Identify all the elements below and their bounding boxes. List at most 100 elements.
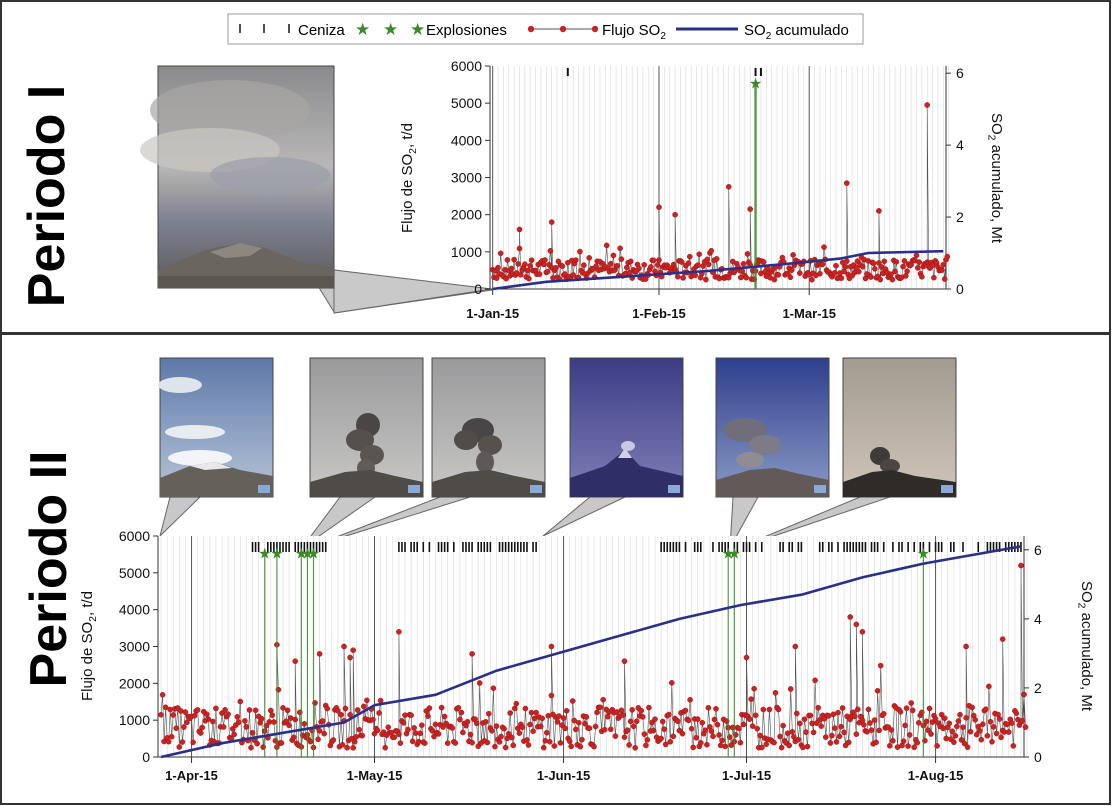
flux-point: [409, 738, 416, 745]
explosion-star: ★: [917, 545, 930, 563]
flux-point: [737, 739, 744, 746]
flux-point: [833, 739, 840, 745]
flux-point: [852, 713, 858, 720]
explosion-markers: ★: [749, 75, 762, 289]
flux-point: [871, 717, 878, 723]
legend-acumulado: SO2 acumulado: [744, 22, 849, 42]
flux-point: [924, 102, 931, 108]
flux-point: [642, 276, 649, 282]
y2-tick-label: 2: [956, 209, 964, 225]
flux-point: [772, 690, 779, 696]
flux-point: [648, 264, 654, 270]
explosion-star: ★: [301, 545, 314, 563]
flux-point: [490, 685, 497, 692]
legend-explosion-marker: ★ ★ ★: [355, 20, 425, 40]
flux-point: [868, 274, 874, 280]
flux-point: [1009, 720, 1015, 726]
callout-photo-1: [159, 496, 202, 538]
flux-point: [316, 728, 323, 734]
y-tick-label: 3000: [119, 639, 150, 655]
flux-point: [432, 721, 439, 728]
flux-point: [278, 740, 285, 746]
flux-point: [990, 724, 997, 730]
flux-point: [242, 718, 248, 724]
flux-point: [482, 719, 489, 725]
flux-point: [608, 726, 614, 733]
flux-point: [292, 658, 299, 665]
x-tick-label: 1-Aug-15: [908, 768, 964, 783]
y-tick-label: 6000: [119, 528, 150, 544]
flux-point: [583, 714, 590, 720]
flux-point: [747, 206, 754, 212]
flux-point: [713, 706, 719, 712]
x-tick-label: 1-Jan-15: [466, 306, 519, 321]
flux-point: [853, 621, 860, 628]
flux-point: [431, 733, 437, 740]
flux-point: [425, 713, 431, 719]
y-tick-label: 5000: [119, 565, 150, 581]
flux-point: [351, 739, 358, 745]
flux-point: [926, 705, 933, 712]
flux-point: [749, 723, 756, 729]
flux-point: [675, 718, 681, 725]
flux-point: [364, 697, 370, 704]
flux-point: [817, 270, 823, 277]
flux-point: [795, 736, 802, 743]
flux-point: [501, 725, 507, 732]
flux-point: [539, 715, 546, 722]
flux-point: [225, 711, 231, 718]
flux-point: [510, 742, 517, 749]
flux-point: [835, 709, 841, 716]
y-tick-label: 4000: [451, 132, 482, 148]
flux-point: [941, 715, 948, 722]
y2-tick-label: 6: [956, 65, 964, 81]
legend-flujo: Flujo SO2: [602, 22, 666, 42]
flux-point: [973, 731, 980, 738]
flux-point: [939, 267, 945, 273]
flux-point: [888, 271, 894, 278]
photo-2-3: [431, 357, 546, 498]
flux-point: [771, 739, 777, 746]
flux-point: [516, 226, 523, 233]
flux-point: [484, 739, 491, 746]
flux-point: [568, 743, 575, 750]
flux-point: [913, 252, 920, 259]
flux-point: [644, 737, 651, 743]
flux-point: [903, 273, 909, 279]
flux-point: [996, 716, 1003, 722]
flux-point: [680, 275, 686, 281]
flux-point: [760, 706, 767, 713]
flux-point: [552, 264, 559, 271]
flux-point: [685, 260, 692, 266]
flux-point: [360, 703, 367, 710]
flux-point: [213, 705, 219, 712]
flux-point: [914, 739, 921, 746]
flux-point: [704, 741, 710, 748]
flux-point: [607, 260, 614, 267]
flux-point: [617, 245, 623, 252]
flux-point: [356, 726, 363, 733]
flux-point: [570, 272, 577, 278]
flux-point: [502, 744, 509, 751]
flux-point: [592, 723, 599, 730]
flux-point: [377, 697, 384, 704]
flux-point: [889, 276, 896, 283]
flux-point: [594, 709, 600, 716]
flux-point: [951, 739, 957, 746]
legend-explosiones: Explosiones: [426, 22, 507, 39]
flux-point: [249, 730, 256, 736]
flux-point: [469, 739, 475, 746]
flux-point: [890, 738, 896, 744]
legend-acumulado-tail: acumulado: [771, 22, 849, 39]
flux-point: [1018, 562, 1024, 569]
y-axis-label: Flujo de SO2, t/d: [79, 591, 99, 701]
y-tick-label: 3000: [451, 170, 482, 186]
flux-point: [638, 707, 645, 714]
flux-point: [621, 658, 628, 665]
flux-point: [669, 680, 675, 686]
flux-point: [650, 727, 657, 734]
y2-tick-label: 4: [956, 137, 964, 153]
flux-point: [666, 711, 672, 718]
flux-point: [165, 738, 172, 745]
